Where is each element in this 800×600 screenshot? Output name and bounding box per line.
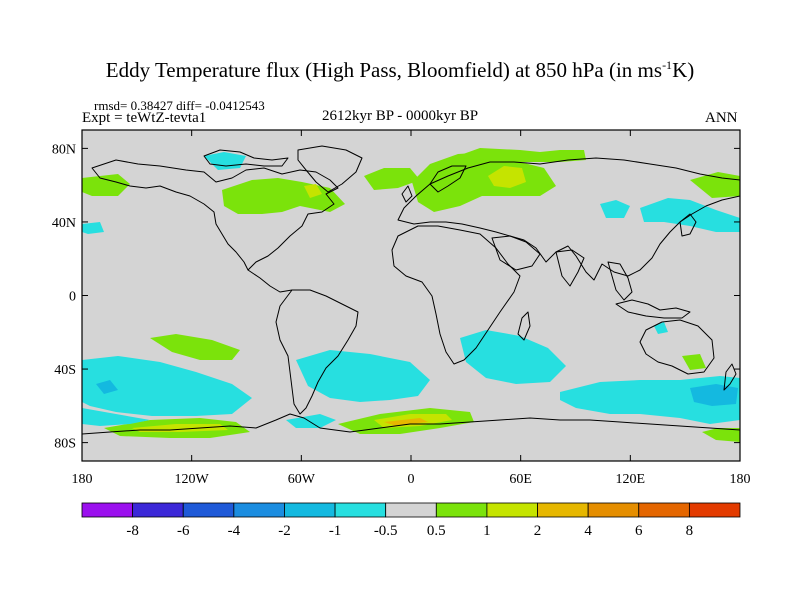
colorbar-label: 8 (686, 523, 694, 539)
lon-tick-label: 120W (175, 472, 210, 487)
colorbar-swatch (435, 502, 488, 518)
season-label: ANN (705, 110, 738, 126)
anomaly-patch-eurasia-arctic (452, 148, 586, 162)
coastline-canadian-archipelago (203, 149, 289, 167)
lon-tick-label: 120E (616, 472, 646, 487)
colorbar-label: -4 (228, 523, 241, 539)
anomaly-patch-southwest-indian (460, 330, 566, 384)
anomaly-patch-australia-south (682, 354, 706, 370)
colorbar-swatch (334, 502, 387, 518)
colorbar-label: 1 (483, 523, 491, 539)
anomaly-core-canada (304, 184, 322, 198)
colorbar-swatch (81, 502, 134, 518)
coastline-british-isles (401, 185, 413, 203)
anomaly-patch-australia (654, 322, 668, 334)
lat-tick-label: 80S (54, 437, 76, 452)
anomaly-patch-antarctic-atlantic (286, 414, 336, 428)
colorbar: -8 -6 -4 -2 -1 -0.5 0.5 1 2 4 6 8 (81, 502, 741, 539)
coastline-australia (639, 319, 715, 375)
coastline-new-zealand (723, 363, 737, 391)
anomaly-patch-pacific-north (82, 174, 130, 196)
colorbar-swatch (284, 502, 336, 518)
colorbar-swatch (587, 502, 640, 518)
colorbar-label: 4 (584, 523, 592, 539)
colorbar-label: 6 (635, 523, 643, 539)
colorbar-label: -0.5 (374, 523, 398, 539)
coastline-japan (679, 213, 697, 237)
coastline-arabia (491, 235, 541, 271)
coastline-south-america (275, 289, 359, 415)
coastline-africa (391, 225, 521, 365)
experiment-label: Expt = teWtZ-tevta1 (82, 110, 207, 126)
map-title: Eddy Temperature flux (High Pass, Bloomf… (0, 58, 800, 83)
coastline-scandinavia (429, 165, 467, 193)
time-period-label: 2612kyr BP - 0000kyr BP (322, 108, 479, 124)
colorbar-label: -2 (278, 523, 291, 539)
colorbar-swatch (385, 502, 437, 518)
anomaly-core-siberia (488, 166, 526, 188)
lon-tick-label: 60W (288, 472, 316, 487)
colorbar-label: 2 (534, 523, 542, 539)
colorbar-label: -6 (177, 523, 190, 539)
colorbar-label: -8 (126, 523, 139, 539)
lon-tick-label: 60E (509, 472, 532, 487)
anomaly-patch-east-atlantic (600, 200, 630, 218)
colorbar-swatch (233, 502, 285, 518)
rmsd-diff-stats: rmsd= 0.38427 diff= -0.0412543 (94, 98, 265, 113)
coastline-madagascar (517, 311, 531, 341)
lat-tick-label: 0 (69, 290, 76, 305)
coastlines (82, 145, 740, 435)
coastline-southeast-asia (607, 261, 633, 301)
axis-ticks: 180 120W 60W 0 60E 120E 180 80N 40N 0 40S 80S (52, 130, 751, 487)
colorbar-label: 0.5 (427, 523, 446, 539)
anomaly-core-south-indian (690, 384, 738, 406)
lon-tick-label: 0 (408, 472, 415, 487)
map-title-exponent: -1 (662, 58, 673, 72)
lat-tick-label: 80N (52, 142, 76, 157)
colorbar-swatch (486, 502, 538, 518)
coastline-antarctica (82, 413, 740, 435)
map-title-unit: K) (672, 58, 695, 82)
anomaly-patch-south-pacific (150, 334, 240, 360)
coastline-central-america (247, 269, 293, 293)
colorbar-swatch (537, 502, 589, 518)
lat-tick-label: 40N (52, 216, 76, 231)
coastline-india (555, 249, 585, 287)
colorbar-swatch (688, 502, 741, 518)
colorbar-swatch (182, 502, 235, 518)
map-title-text: Eddy Temperature flux (High Pass, Bloomf… (105, 58, 663, 82)
colorbar-swatch (638, 502, 690, 518)
lat-tick-label: 40S (54, 363, 76, 378)
anomaly-patch-southern-pacific-west (82, 408, 150, 426)
anomaly-patch-east-antarctic (702, 428, 740, 442)
anomaly-core-ross (384, 418, 428, 426)
anomaly-patch-south-atlantic (296, 350, 430, 402)
lon-tick-label: 180 (730, 472, 751, 487)
colorbar-label: -1 (329, 523, 342, 539)
lon-tick-label: 180 (72, 472, 93, 487)
colorbar-swatch (132, 502, 184, 518)
coastline-indonesia (615, 299, 691, 319)
coastline-north-america (91, 159, 339, 271)
anomaly-patch-southeast-pacific (82, 356, 252, 416)
anomaly-patch-north-atlantic (364, 168, 420, 190)
anomaly-core-southeast-pacific (96, 380, 118, 394)
coastline-greenland (297, 145, 363, 193)
anomaly-patch-mid-atlantic (82, 222, 104, 234)
anomaly-patch-eurasia (412, 152, 556, 212)
